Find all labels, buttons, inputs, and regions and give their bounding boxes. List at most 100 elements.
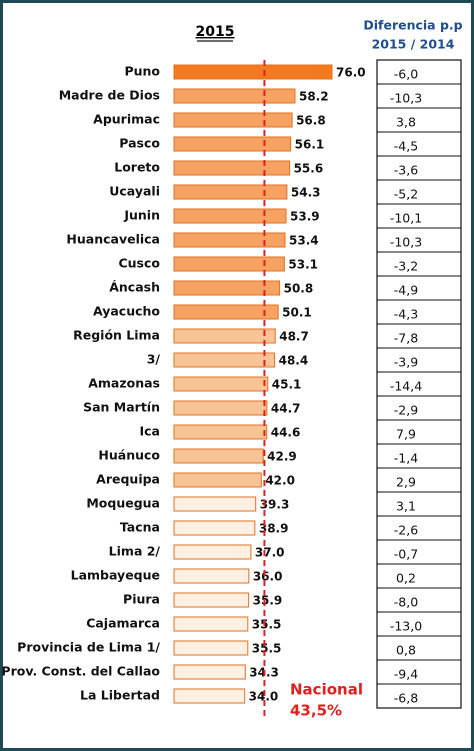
table-cell: 0,8 [396, 643, 416, 658]
table-cell: -0,7 [394, 547, 418, 562]
category-label: Cajamarca [86, 616, 160, 631]
category-label: La Libertad [80, 688, 160, 703]
category-label: Amazonas [88, 376, 160, 391]
category-label: San Martín [83, 400, 160, 415]
table-cell: 3,1 [396, 499, 416, 514]
bar [173, 448, 264, 464]
bar [173, 544, 252, 560]
bar [173, 232, 286, 248]
value-label: 56.8 [296, 114, 326, 128]
value-label: 50.8 [284, 282, 314, 296]
bar [173, 88, 296, 104]
value-label: 35.5 [252, 642, 282, 656]
value-label: 53.4 [289, 234, 319, 248]
table-cell: -9,4 [394, 667, 418, 682]
value-label: 44.6 [271, 426, 301, 440]
category-label: Apurimac [93, 112, 160, 127]
table-cell: -10,3 [390, 235, 422, 250]
category-label: Provincia de Lima 1/ [17, 640, 160, 655]
table-cell: 7,9 [396, 427, 416, 442]
value-label: 45.1 [272, 378, 302, 392]
bar [173, 328, 276, 344]
bar [173, 160, 291, 176]
value-label: 54.3 [291, 186, 321, 200]
value-label: 55.6 [294, 162, 324, 176]
value-label: 42.9 [267, 450, 297, 464]
table-cell: -6,8 [394, 691, 418, 706]
category-label: Región Lima [73, 328, 160, 343]
category-label: 3/ [147, 352, 161, 367]
bar [173, 256, 285, 272]
category-label: Arequipa [96, 472, 160, 487]
table-cell: -3,6 [394, 163, 418, 178]
bar [173, 640, 249, 656]
value-label: 53.1 [288, 258, 318, 272]
value-label: 44.7 [271, 402, 301, 416]
value-label: 42.0 [265, 474, 295, 488]
bar [173, 208, 287, 224]
category-label: Pasco [119, 136, 160, 151]
category-label: Cusco [118, 256, 160, 271]
category-label: Lambayeque [71, 568, 160, 583]
category-label: Áncash [109, 280, 160, 295]
value-label: 58.2 [299, 90, 329, 104]
bar [173, 424, 268, 440]
chart-title: 2015 [196, 24, 235, 40]
category-label: Lima 2/ [109, 544, 161, 559]
reference-label: 43,5% [290, 702, 342, 720]
table-cell: -14,4 [390, 379, 422, 394]
bar [173, 520, 256, 536]
table-cell: -4,3 [394, 307, 418, 322]
table-cell: -4,9 [394, 283, 418, 298]
bar [173, 688, 246, 704]
category-label: Tacna [120, 520, 160, 535]
category-label: Huancavelica [66, 232, 160, 247]
bar [173, 304, 279, 320]
bar [173, 496, 257, 512]
category-label: Loreto [114, 160, 160, 175]
value-label: 76.0 [336, 66, 366, 80]
table-cell: 2,9 [396, 475, 416, 490]
value-label: 36.0 [253, 570, 283, 584]
table-cell: -4,5 [394, 139, 418, 154]
table-cell: -3,9 [394, 355, 418, 370]
bar [173, 184, 288, 200]
value-label: 48.7 [279, 330, 309, 344]
table-cell: -2,9 [394, 403, 418, 418]
value-label: 38.9 [259, 522, 289, 536]
bar [173, 616, 249, 632]
bar [173, 664, 246, 680]
category-label: Ica [140, 424, 161, 439]
value-label: 35.9 [253, 594, 283, 608]
value-label: 37.0 [255, 546, 285, 560]
bar [173, 400, 268, 416]
table-cell: -6,0 [394, 67, 418, 82]
category-label: Puno [124, 64, 160, 79]
table-cell: -10,3 [390, 91, 422, 106]
category-label: Madre de Dios [59, 88, 160, 103]
category-label: Prov. Const. del Callao [1, 664, 160, 679]
category-label: Piura [123, 592, 160, 607]
table-cell: -10,1 [390, 211, 422, 226]
category-label: Huánuco [98, 448, 160, 463]
table-cell: -5,2 [394, 187, 418, 202]
category-label: Moquegua [86, 496, 160, 511]
value-label: 50.1 [282, 306, 312, 320]
value-label: 56.1 [295, 138, 325, 152]
category-label: Junin [123, 208, 160, 223]
bar [173, 472, 262, 488]
table-box [376, 59, 462, 709]
bar [173, 64, 333, 80]
value-label: 53.9 [290, 210, 320, 224]
bar [173, 592, 250, 608]
table-cell: -8,0 [394, 595, 418, 610]
value-label: 48.4 [279, 354, 309, 368]
table-header: Diferencia p.p [363, 18, 462, 33]
value-label: 34.0 [249, 690, 279, 704]
table-cell: -3,2 [394, 259, 418, 274]
bar [173, 376, 269, 392]
bar [173, 112, 293, 128]
bar [173, 280, 281, 296]
table-cell: -7,8 [394, 331, 418, 346]
